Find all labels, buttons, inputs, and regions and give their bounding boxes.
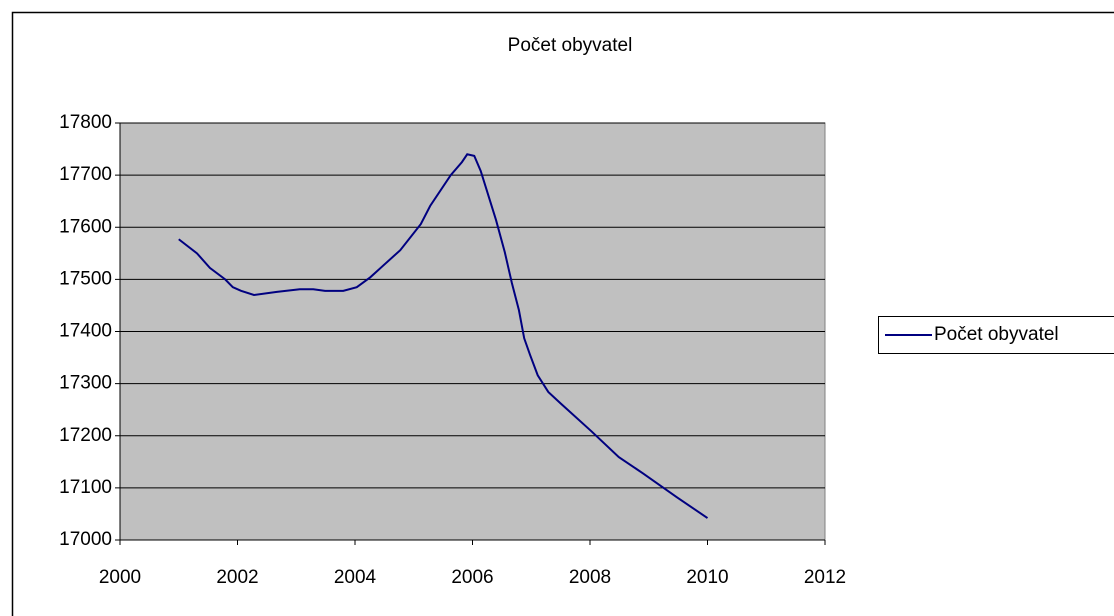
x-tick-label: 2010 — [686, 567, 728, 588]
y-tick-label: 17300 — [59, 373, 112, 394]
y-tick-label: 17800 — [59, 112, 112, 133]
y-tick-label: 17500 — [59, 268, 112, 289]
y-tick-label: 17100 — [59, 477, 112, 498]
y-tick-label: 17000 — [59, 529, 112, 550]
legend-label: Počet obyvatel — [934, 324, 1059, 345]
x-tick-label: 2012 — [804, 567, 846, 588]
chart-title: Počet obyvatel — [508, 35, 633, 56]
y-tick-label: 17700 — [59, 164, 112, 185]
x-tick-label: 2002 — [216, 567, 258, 588]
x-tick-label: 2006 — [451, 567, 493, 588]
y-tick-label: 17600 — [59, 216, 112, 237]
data-line — [178, 153, 709, 519]
x-tick-label: 2004 — [334, 567, 377, 588]
x-tick-label: 2008 — [569, 567, 611, 588]
y-tick-label: 17400 — [59, 321, 112, 342]
x-tick-label: 2000 — [99, 567, 141, 588]
y-tick-label: 17200 — [59, 425, 112, 446]
